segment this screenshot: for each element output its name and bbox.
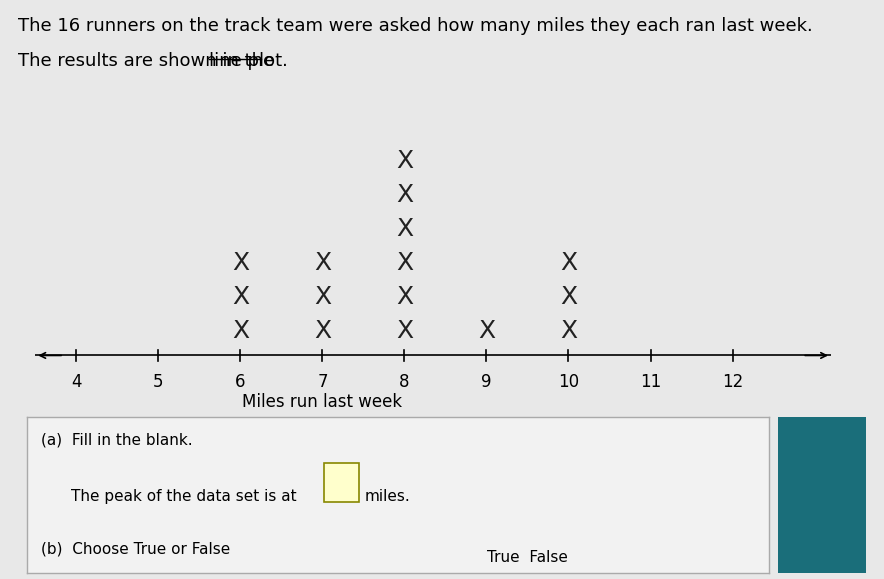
Text: The results are shown in the: The results are shown in the (18, 52, 279, 70)
Text: X: X (396, 149, 413, 173)
Text: X: X (396, 251, 413, 274)
Text: The peak of the data set is at: The peak of the data set is at (71, 489, 297, 504)
Text: 9: 9 (481, 373, 492, 391)
Text: X: X (396, 284, 413, 309)
Text: X: X (396, 217, 413, 241)
Text: X: X (478, 318, 495, 343)
Text: 12: 12 (722, 373, 743, 391)
Text: X: X (232, 318, 249, 343)
Text: 8: 8 (400, 373, 409, 391)
Text: X: X (314, 318, 331, 343)
Text: X: X (232, 284, 249, 309)
Text: 7: 7 (317, 373, 328, 391)
Text: Miles run last week: Miles run last week (242, 393, 402, 411)
Text: The 16 runners on the track team were asked how many miles they each ran last we: The 16 runners on the track team were as… (18, 17, 812, 35)
Text: (a)  Fill in the blank.: (a) Fill in the blank. (42, 433, 193, 448)
Text: X: X (314, 284, 331, 309)
Text: 5: 5 (153, 373, 164, 391)
Text: line plot.: line plot. (209, 52, 287, 70)
Text: X: X (560, 251, 577, 274)
Text: X: X (396, 182, 413, 207)
FancyBboxPatch shape (324, 463, 359, 502)
Text: 10: 10 (558, 373, 579, 391)
Text: X: X (314, 251, 331, 274)
Text: X: X (560, 318, 577, 343)
Text: miles.: miles. (364, 489, 410, 504)
Text: X: X (396, 318, 413, 343)
Text: 6: 6 (235, 373, 246, 391)
Text: (b)  Choose True or False: (b) Choose True or False (42, 542, 231, 557)
Text: 4: 4 (71, 373, 81, 391)
Text: 11: 11 (640, 373, 661, 391)
Text: X: X (560, 284, 577, 309)
Text: True  False: True False (487, 551, 568, 565)
Text: X: X (232, 251, 249, 274)
